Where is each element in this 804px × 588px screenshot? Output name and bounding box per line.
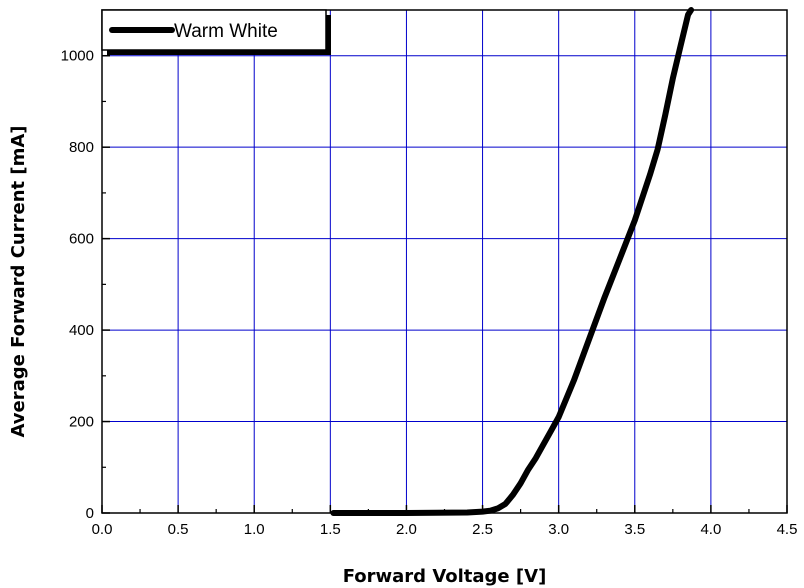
legend-label: Warm White [174, 21, 278, 42]
y-tick-label: 600 [69, 231, 94, 248]
x-tick-label: 0.5 [168, 521, 189, 538]
y-axis-ticks: 0 200 400 600 800 1000 [61, 48, 110, 522]
legend: Warm White [101, 9, 331, 55]
x-tick-label: 1.5 [320, 521, 341, 538]
series-layer [330, 7, 695, 516]
x-tick-label: 1.0 [244, 521, 265, 538]
plot-frame [101, 9, 788, 514]
x-tick-label: 4.5 [777, 521, 798, 538]
x-tick-label: 4.0 [700, 521, 721, 538]
y-axis-title: Average Forward Current [mA] [8, 125, 29, 437]
y-tick-label: 1000 [61, 48, 94, 65]
grid [102, 10, 787, 513]
x-tick-label: 2.5 [472, 521, 493, 538]
x-axis-title: Forward Voltage [V] [343, 566, 547, 587]
y-tick-label: 200 [69, 414, 94, 431]
x-tick-label: 3.5 [624, 521, 645, 538]
legend-box [101, 9, 327, 51]
series-line-warm-white [330, 7, 695, 516]
x-tick-label: 2.0 [396, 521, 417, 538]
x-tick-label: 3.0 [548, 521, 569, 538]
y-tick-label: 400 [69, 322, 94, 339]
x-tick-label: 0.0 [92, 521, 113, 538]
x-axis-ticks: 0.0 0.5 1.0 1.5 2.0 2.5 3.0 3.5 4.0 4.5 [92, 505, 798, 538]
y-tick-label: 0 [86, 505, 94, 522]
y-tick-label: 800 [69, 139, 94, 156]
